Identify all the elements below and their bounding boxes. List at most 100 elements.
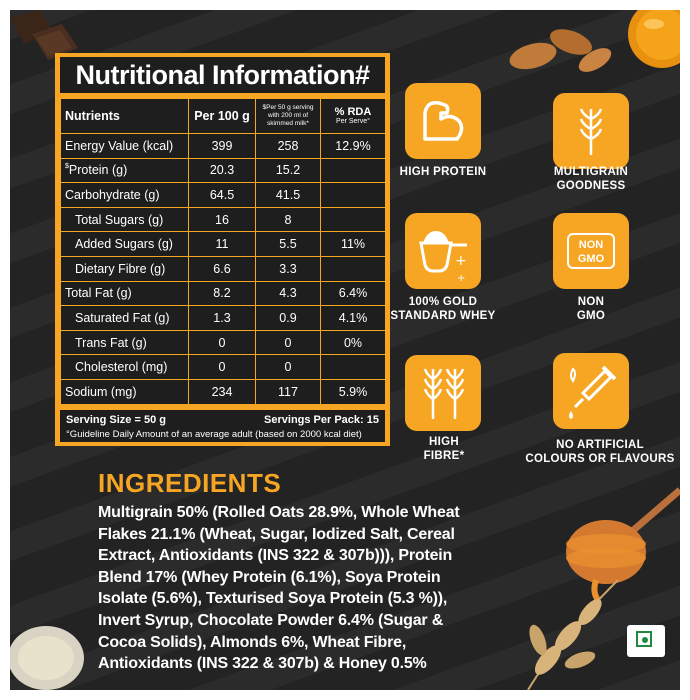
nutrient-per100: 64.5 <box>188 182 256 208</box>
nutrient-per-serve: 3.3 <box>255 255 321 282</box>
header-rda: % RDA <box>334 106 372 118</box>
nutrient-per-serve: 41.5 <box>255 182 321 208</box>
nutrition-header-row: Nutrients Per 100 g $Per 50 g serving wi… <box>60 98 386 134</box>
header-rda-cell: % RDA Per Serve° <box>320 98 386 134</box>
no-artificial-badge <box>553 353 629 429</box>
wheat-icon <box>579 108 603 155</box>
ingredients-line: Extract, Antioxidants (INS 322 & 307b)))… <box>98 547 453 565</box>
nutrient-per-serve: 8 <box>255 206 321 233</box>
nutrient-per-serve: 117 <box>255 378 321 405</box>
nutrient-name: Added Sugars (g) <box>60 231 189 257</box>
gold-whey-label: 100% GOLD STANDARD WHEY <box>390 296 496 322</box>
multigrain-label: MULTIGRAIN GOODNESS <box>553 166 629 192</box>
non-gmo-icon: NON GMO <box>567 233 615 269</box>
nutrient-name: Saturated Fat (g) <box>60 305 189 331</box>
ingredients-line: Cocoa Solids), Almonds 6%, Wheat Fibre, <box>98 633 407 651</box>
nutrient-rda: 6.4% <box>320 280 386 307</box>
gold-whey-badge: + + <box>405 213 481 289</box>
servings-per-pack: Servings Per Pack: 15 <box>264 414 379 426</box>
svg-text:+: + <box>457 273 465 284</box>
nutrition-footer: Serving Size = 50 g Servings Per Pack: 1… <box>60 410 385 442</box>
veg-mark-icon <box>627 625 665 657</box>
header-per-100g: Per 100 g <box>188 98 256 134</box>
nutrition-row: Carbohydrate (g) 64.5 41.5 <box>60 182 386 208</box>
high-protein-badge <box>405 83 481 159</box>
nutrition-row: Sodium (mg) 234 117 5.9% <box>60 378 386 405</box>
nutrient-name: Sodium (mg) <box>60 378 189 405</box>
nutrient-rda: 5.9% <box>320 378 386 405</box>
double-wheat-icon <box>423 368 465 419</box>
nutrition-row: Added Sugars (g) 11 5.5 11% <box>60 231 386 257</box>
ingredients-line: Blend 17% (Whey Protein (6.1%), Soya Pro… <box>98 568 441 586</box>
muscle-icon <box>423 100 464 141</box>
header-per-serve-cell: $Per 50 g serving with 200 ml of skimmed… <box>255 98 321 134</box>
nutrient-per100: 20.3 <box>188 157 256 184</box>
nutrient-rda <box>320 354 386 380</box>
nutrition-row: $Protein (g) 20.3 15.2 <box>60 157 386 184</box>
nutrition-row: Total Fat (g) 8.2 4.3 6.4% <box>60 280 386 307</box>
nutrient-rda: 11% <box>320 231 386 257</box>
nutrient-per-serve: 258 <box>255 133 321 159</box>
ingredients-line: Antioxidants (INS 322 & 307b) & Honey 0.… <box>98 655 427 673</box>
nutrient-rda: 12.9% <box>320 133 386 159</box>
high-protein-label: HIGH PROTEIN <box>399 166 487 178</box>
no-artificial-label: NO ARTIFICIAL COLOURS OR FLAVOURS <box>525 439 675 465</box>
oats-image <box>527 579 619 690</box>
nutrient-per-serve: 4.3 <box>255 280 321 307</box>
header-per-serve: $Per 50 g serving with 200 ml of skimmed… <box>262 104 314 127</box>
ingredients-line: Invert Syrup, Chocolate Powder 6.4% (Sug… <box>98 611 444 629</box>
dropper-icon <box>569 365 617 419</box>
almonds-image <box>509 29 612 72</box>
nutrition-row: Dietary Fibre (g) 6.6 3.3 <box>60 255 386 282</box>
nutrition-title: Nutritional Information# <box>60 57 385 93</box>
nutrient-per100: 16 <box>188 206 256 233</box>
nutrient-per-serve: 15.2 <box>255 157 321 184</box>
nutrition-row: Saturated Fat (g) 1.3 0.9 4.1% <box>60 305 386 331</box>
chocolate-image <box>10 10 78 60</box>
protein-prefix: $ <box>65 163 69 171</box>
nutrient-per100: 1.3 <box>188 305 256 331</box>
guideline-note: °Guideline Daily Amount of an average ad… <box>66 429 362 440</box>
nutrient-per100: 234 <box>188 378 256 405</box>
milk-powder-image <box>10 626 84 690</box>
svg-text:+: + <box>455 253 467 269</box>
nutrient-per100: 8.2 <box>188 280 256 307</box>
product-panel: Nutritional Information# Nutrients Per 1… <box>10 10 680 690</box>
nutrient-name: Total Sugars (g) <box>60 206 189 233</box>
high-fibre-badge <box>405 355 481 431</box>
nutrient-name: Protein (g) <box>68 163 128 178</box>
nutrient-per-serve: 0 <box>255 329 321 356</box>
ingredients-line: Flakes 21.1% (Wheat, Sugar, Iodized Salt… <box>98 525 455 543</box>
nutrient-name: Cholesterol (mg) <box>60 354 189 380</box>
honey-dipper-image <box>566 487 680 600</box>
serving-size: Serving Size = 50 g <box>66 414 166 426</box>
ingredients-text: Multigrain 50% (Rolled Oats 28.9%, Whole… <box>98 502 528 675</box>
nutrient-name-cell: $Protein (g) <box>60 157 189 184</box>
nutrient-per-serve: 0 <box>255 354 321 380</box>
nutrient-rda <box>320 206 386 233</box>
nutrient-rda <box>320 157 386 184</box>
nutrient-rda <box>320 255 386 282</box>
non-gmo-badge: NON GMO <box>553 213 629 289</box>
header-nutrients: Nutrients <box>60 98 189 134</box>
nutrient-per100: 0 <box>188 329 256 356</box>
nutrient-per-serve: 0.9 <box>255 305 321 331</box>
nutrition-row: Cholesterol (mg) 0 0 <box>60 354 386 380</box>
nutrient-rda <box>320 182 386 208</box>
ingredients-line: Multigrain 50% (Rolled Oats 28.9%, Whole… <box>98 504 460 521</box>
ingredients-title: INGREDIENTS <box>98 468 282 498</box>
nutrient-per100: 399 <box>188 133 256 159</box>
nutrient-per100: 0 <box>188 354 256 380</box>
nutrient-per-serve: 5.5 <box>255 231 321 257</box>
nutrient-per100: 11 <box>188 231 256 257</box>
nutrient-name: Trans Fat (g) <box>60 329 189 356</box>
nutrition-table: Nutrients Per 100 g $Per 50 g serving wi… <box>60 98 386 405</box>
nutrition-row: Trans Fat (g) 0 0 0% <box>60 329 386 356</box>
header-rda-sub: Per Serve° <box>336 118 370 125</box>
honey-jar-image <box>628 10 680 68</box>
nutrition-row: Total Sugars (g) 16 8 <box>60 206 386 233</box>
nutrient-per100: 6.6 <box>188 255 256 282</box>
nutrient-name: Carbohydrate (g) <box>60 182 189 208</box>
non-gmo-label: NON GMO <box>576 296 606 322</box>
high-fibre-label: HIGH FIBRE* <box>423 436 465 462</box>
